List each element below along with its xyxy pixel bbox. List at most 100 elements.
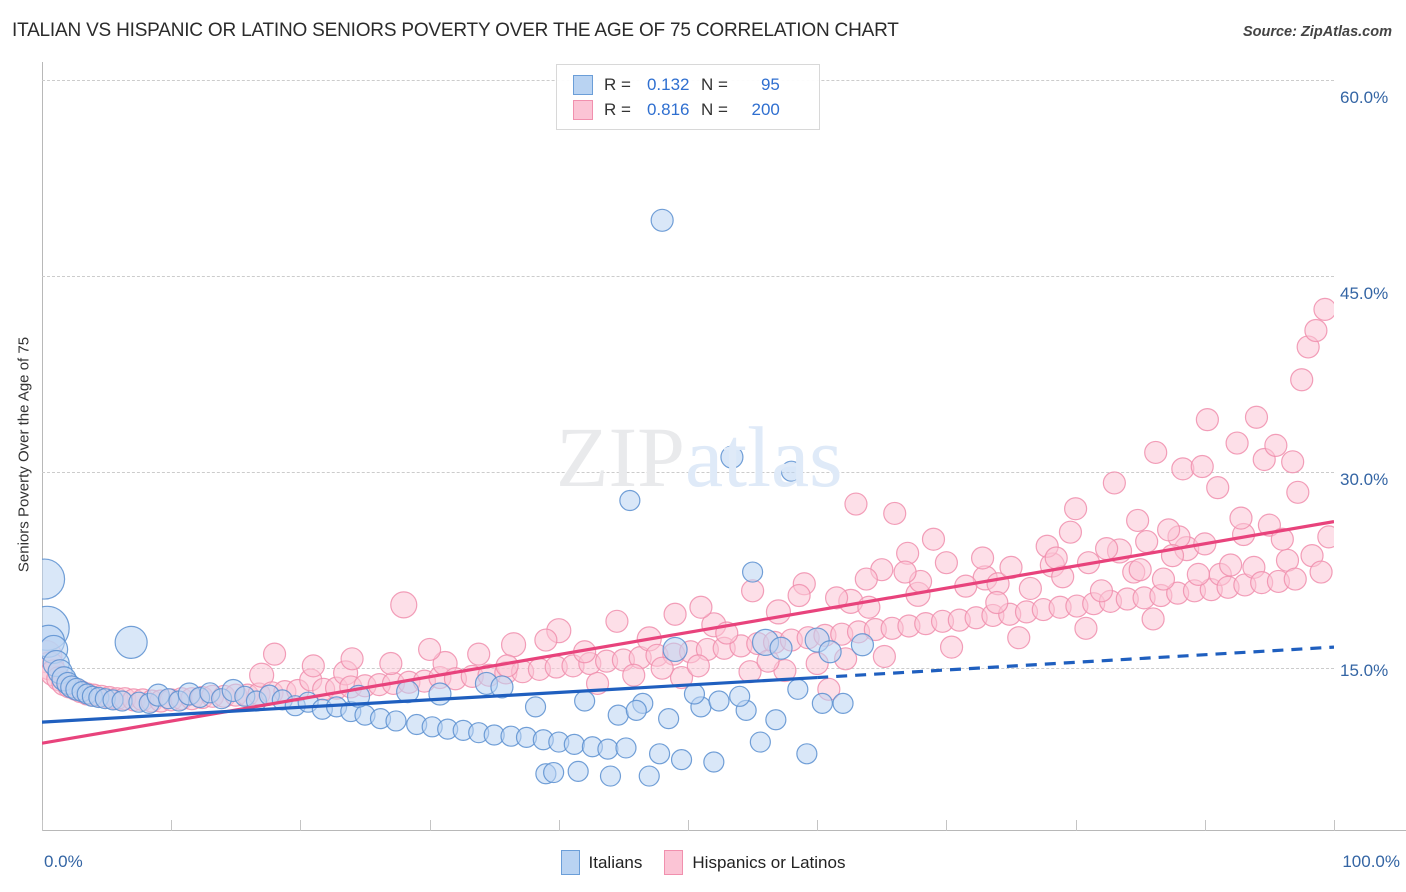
scatter-canvas xyxy=(42,208,1334,787)
plot-area xyxy=(42,62,1334,830)
data-point xyxy=(1044,546,1068,570)
series-swatch-italians xyxy=(560,850,580,875)
data-point xyxy=(1128,558,1152,582)
page-title: ITALIAN VS HISPANIC OR LATINO SENIORS PO… xyxy=(12,20,899,41)
x-tick-label-min: 0.0% xyxy=(44,852,83,871)
data-point xyxy=(1095,537,1119,561)
legend-swatch-italians xyxy=(573,75,593,95)
data-point xyxy=(597,738,619,760)
x-tick-3 xyxy=(429,820,431,831)
data-point xyxy=(500,632,527,658)
data-point xyxy=(1283,567,1307,591)
x-tick-9 xyxy=(1204,820,1206,831)
source-attribution: Source: ZipAtlas.com xyxy=(1242,24,1392,40)
data-point xyxy=(1286,480,1310,504)
data-point xyxy=(883,501,907,526)
data-point xyxy=(1270,527,1294,551)
data-point xyxy=(524,696,547,718)
data-point xyxy=(1058,520,1083,544)
data-point xyxy=(893,560,917,584)
data-point xyxy=(663,602,687,626)
data-point xyxy=(1186,562,1210,586)
data-point xyxy=(1151,567,1176,591)
series-legend-item-italians[interactable]: Italians xyxy=(560,850,642,875)
x-tick-1 xyxy=(171,820,173,831)
data-point xyxy=(720,445,744,469)
data-point xyxy=(1195,408,1219,432)
data-point xyxy=(467,642,491,666)
data-point xyxy=(574,690,596,712)
data-point xyxy=(648,743,671,765)
data-point xyxy=(650,656,674,680)
data-point xyxy=(832,692,854,714)
n-value-hispanics: 200 xyxy=(751,100,780,119)
n-label-hispanics: N = xyxy=(700,100,728,119)
data-point xyxy=(563,733,585,756)
data-point xyxy=(607,704,629,726)
data-point xyxy=(418,637,442,662)
data-point xyxy=(625,699,647,722)
data-point xyxy=(921,527,946,551)
data-point xyxy=(934,551,959,575)
data-point xyxy=(638,765,660,787)
data-point xyxy=(567,760,589,782)
legend-swatch-hispanics xyxy=(573,100,593,120)
data-point xyxy=(301,654,325,678)
data-point xyxy=(1317,525,1334,549)
data-point xyxy=(379,651,403,676)
data-point xyxy=(1290,368,1314,392)
data-point xyxy=(1225,431,1249,455)
data-point xyxy=(114,625,148,660)
data-point xyxy=(1219,553,1243,577)
trendline-italians-dashed xyxy=(817,645,1334,680)
data-point xyxy=(769,636,793,660)
data-point xyxy=(749,731,771,753)
data-point xyxy=(1229,506,1253,530)
data-point xyxy=(970,546,995,570)
gridline-30 xyxy=(42,472,1334,473)
data-point xyxy=(42,558,66,600)
data-point xyxy=(599,765,622,787)
data-point xyxy=(703,751,725,773)
data-point xyxy=(740,579,765,603)
x-tick-4 xyxy=(558,820,560,831)
y-tick-label-15: 15.0% xyxy=(1340,661,1389,680)
data-point xyxy=(385,710,407,732)
data-point xyxy=(811,692,833,714)
y-tick-label-45: 45.0% xyxy=(1340,284,1389,303)
y-axis-line xyxy=(42,62,43,830)
r-label-hispanics: R = xyxy=(604,100,631,119)
x-tick-6 xyxy=(817,820,819,831)
data-point xyxy=(1089,579,1114,603)
data-point xyxy=(939,635,964,659)
data-point xyxy=(1309,560,1333,584)
data-point xyxy=(1157,518,1181,542)
data-point xyxy=(1018,576,1042,601)
series-swatch-hispanics xyxy=(664,850,684,875)
data-point xyxy=(1244,405,1269,429)
data-point xyxy=(390,591,418,619)
data-point xyxy=(262,642,287,666)
data-point xyxy=(850,633,875,657)
series-legend-item-hispanics[interactable]: Hispanics or Latinos xyxy=(664,850,845,875)
data-point xyxy=(615,737,637,759)
data-point xyxy=(670,749,693,771)
data-point xyxy=(787,583,811,608)
italians-points-group xyxy=(42,208,875,787)
data-point xyxy=(1281,450,1305,474)
data-point xyxy=(669,665,694,690)
x-tick-2 xyxy=(300,820,302,831)
x-tick-label-max: 100.0% xyxy=(1342,852,1400,871)
data-point xyxy=(729,685,751,707)
data-point xyxy=(249,662,275,688)
data-point xyxy=(534,628,558,652)
data-point xyxy=(1135,529,1159,554)
data-point xyxy=(683,683,706,705)
x-tick-8 xyxy=(1075,820,1077,831)
y-tick-label-60: 60.0% xyxy=(1340,88,1389,107)
data-point xyxy=(1141,607,1165,631)
data-point xyxy=(985,590,1009,615)
gridline-45 xyxy=(42,276,1334,277)
data-point xyxy=(1126,508,1150,533)
data-point xyxy=(1190,454,1214,479)
